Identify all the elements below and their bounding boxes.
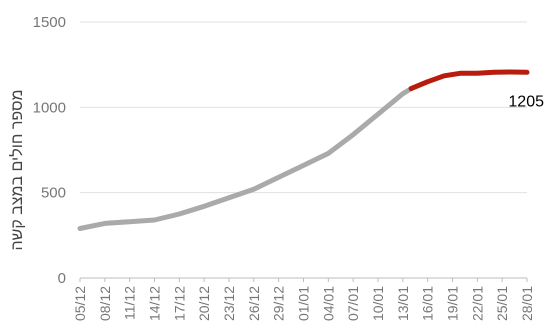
annotation-layer: 1205 bbox=[508, 93, 544, 110]
x-tick-label: 20/12 bbox=[196, 286, 212, 321]
x-axis-ticks: 05/12 08/12 11/12 14/12 17/12 20/12 23/12 26/12… bbox=[72, 278, 535, 321]
y-axis-label: מספר חולים במצב קשה bbox=[8, 90, 26, 251]
x-tick-label: 01/01 bbox=[296, 286, 312, 321]
x-tick-label: 16/01 bbox=[420, 286, 436, 321]
y-tick-label: 1500 bbox=[33, 14, 66, 31]
x-tick-label: 17/12 bbox=[171, 286, 187, 321]
x-tick-label: 11/12 bbox=[122, 286, 138, 320]
x-tick-label: 13/01 bbox=[395, 286, 411, 321]
series-layer bbox=[77, 69, 530, 231]
series-line-1 bbox=[408, 69, 530, 92]
x-tick-label: 22/01 bbox=[469, 286, 485, 321]
x-tick-label: 25/01 bbox=[494, 286, 510, 321]
x-tick-label: 08/12 bbox=[97, 286, 113, 321]
x-tick-label: 10/01 bbox=[370, 286, 386, 321]
grid-layer bbox=[80, 21, 527, 279]
x-tick-label: 28/01 bbox=[519, 286, 535, 321]
series-line-0 bbox=[77, 86, 414, 231]
data-label-last-value: 1205 bbox=[508, 93, 544, 110]
x-tick-label: 05/12 bbox=[72, 286, 88, 321]
x-tick-label: 26/12 bbox=[246, 286, 262, 321]
y-tick-label: 1000 bbox=[33, 99, 66, 116]
x-tick-label: 19/01 bbox=[445, 286, 461, 321]
y-tick-label: 500 bbox=[41, 185, 66, 202]
x-tick-label: 23/12 bbox=[221, 286, 237, 321]
x-tick-label: 04/01 bbox=[320, 286, 336, 321]
x-tick-label: 07/01 bbox=[345, 286, 361, 321]
y-axis-ticks: 0 500 1000 1500 bbox=[33, 14, 66, 287]
x-tick-label: 29/12 bbox=[271, 286, 287, 321]
x-tick-label: 14/12 bbox=[147, 286, 163, 321]
y-tick-label: 0 bbox=[58, 270, 66, 287]
